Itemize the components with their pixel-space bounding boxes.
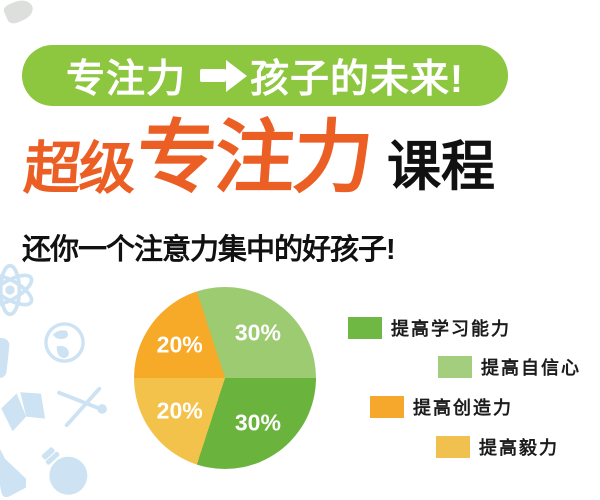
legend-item-creativity: 提高创造力: [370, 394, 513, 420]
globe-icon: [44, 322, 85, 363]
legend-label: 提高创造力: [413, 398, 513, 418]
pie-slice-label: 30%: [234, 409, 281, 436]
legend-swatch: [370, 396, 404, 418]
light-bulb-icon: [41, 447, 88, 495]
arrow-head: [226, 59, 247, 92]
right-arrow-icon: [200, 59, 247, 92]
compass-icon: [57, 386, 107, 428]
legend-item-perseverance: 提高毅力: [436, 434, 559, 460]
title-emphasis: 专注力: [133, 113, 375, 202]
banner-left-text: 专注力: [65, 57, 186, 101]
page-title: 超级 专注力 课程: [21, 113, 495, 202]
atom-icon: [0, 263, 34, 317]
legend-item-learning: 提高学习能力: [348, 315, 511, 341]
title-prefix: 超级: [21, 137, 137, 201]
top-banner: 专注力 孩子的未来!: [22, 45, 508, 106]
pencil-icon: [0, 337, 10, 379]
legend-swatch: [436, 436, 470, 458]
corner-smudge-decoration: [2, 0, 36, 26]
legend-label: 提高自信心: [481, 358, 581, 378]
pie-slice-label: 20%: [156, 331, 203, 358]
title-suffix: 课程: [387, 137, 495, 197]
pie-slice-label: 30%: [234, 319, 281, 346]
pie-slice-label: 20%: [156, 397, 203, 424]
legend-swatch: [438, 356, 472, 378]
legend-label: 提高学习能力: [391, 319, 511, 339]
open-book-icon: [1, 392, 46, 432]
subtitle: 还你一个注意力集中的好孩子!: [22, 234, 396, 266]
legend-item-confidence: 提高自信心: [438, 354, 581, 380]
focus-pie-chart: 30% 30% 20% 20%: [134, 287, 316, 469]
flask-icon: [0, 446, 26, 498]
legend-label: 提高毅力: [479, 438, 559, 458]
banner-right-text: 孩子的未来!: [250, 57, 464, 101]
arrow-shaft: [200, 69, 226, 82]
legend-swatch: [348, 317, 382, 339]
